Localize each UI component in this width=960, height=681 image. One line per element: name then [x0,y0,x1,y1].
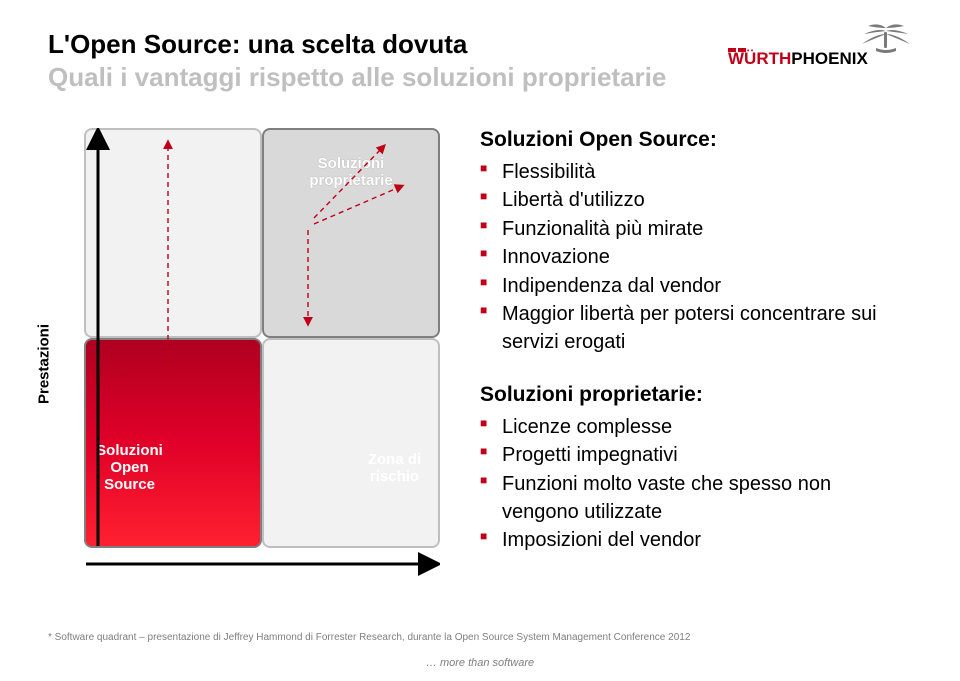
label-open-source: Soluzioni Open Source [86,442,173,494]
slogan: … more than software [0,657,960,669]
list-item: Funzioni molto vaste che spesso non veng… [480,470,912,527]
section-heading-prop: Soluzioni proprietarie: [480,383,912,407]
content-row: Prestazioni Soluzioni proprietarie Soluz… [48,128,912,600]
section-heading-os: Soluzioni Open Source: [480,128,912,152]
logo-phoenix: PHOENIX [791,49,868,68]
quadrant-bottom-right: Zona di rischio [262,338,440,548]
bullet-list-os: Flessibilità Libertà d'utilizzo Funziona… [480,158,912,357]
label-proprietarie: Soluzioni proprietarie [308,155,395,190]
list-item: Libertà d'utilizzo [480,186,912,214]
list-item: Innovazione [480,243,912,271]
list-item: Progetti impegnativi [480,441,912,469]
text-column: Soluzioni Open Source: Flessibilità Libe… [456,128,912,600]
footnote: * Software quadrant – presentazione di J… [48,632,690,643]
quadrant-chart: Prestazioni Soluzioni proprietarie Soluz… [48,128,456,600]
list-item: Indipendenza dal vendor [480,272,912,300]
list-item: Imposizioni del vendor [480,526,912,554]
bullet-list-prop: Licenze complesse Progetti impegnativi F… [480,413,912,555]
logo-wurth: WÜRTH [728,49,791,68]
label-risk-zone: Zona di rischio [351,450,438,485]
quadrant-bottom-left: Soluzioni Open Source [84,338,262,548]
brand-logo: WÜRTHPHOENIX [728,22,918,68]
slide: WÜRTHPHOENIX L'Open Source: una scelta d… [0,0,960,681]
svg-text:WÜRTHPHOENIX: WÜRTHPHOENIX [728,49,868,68]
list-item: Flessibilità [480,158,912,186]
list-item: Licenze complesse [480,413,912,441]
list-item: Funzionalità più mirate [480,215,912,243]
x-axis-label: Prezzo [84,569,262,586]
list-item: Maggior libertà per potersi concentrare … [480,300,912,357]
y-axis-label: Prestazioni [36,324,53,404]
quadrant-top-right: Soluzioni proprietarie [262,128,440,338]
quadrant-grid: Soluzioni proprietarie Soluzioni Open So… [84,128,440,548]
quadrant-top-left [84,128,262,338]
